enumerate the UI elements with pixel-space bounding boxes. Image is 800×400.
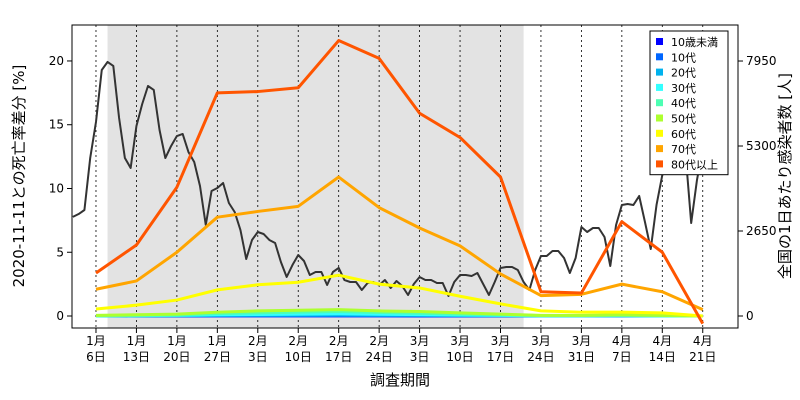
x-tick-label: 4月 7日 — [612, 334, 632, 364]
y2-tick-label: 5300 — [746, 139, 777, 153]
legend: 10歳未満 10代 20代 30代 40代 50代 60代 70代 80代以上 — [649, 30, 729, 176]
x-tick-label: 3月 24日 — [527, 334, 554, 364]
legend-swatch — [656, 145, 663, 153]
legend-swatch — [656, 68, 663, 76]
y-tick-label: 15 — [49, 118, 64, 132]
series-line — [95, 175, 704, 312]
x-tick-label: 2月 3日 — [248, 334, 268, 364]
x-tick-label: 3月 3日 — [410, 334, 430, 364]
x-tick-label: 1月 13日 — [123, 334, 150, 364]
legend-swatch — [656, 83, 663, 91]
y-tick-label: 20 — [49, 54, 64, 68]
x-tick-label: 1月 6日 — [86, 334, 106, 364]
y2-tick-label: 2650 — [746, 224, 777, 238]
y-axis-label: 2020-11-11との死亡率差分 [%] — [10, 65, 28, 288]
legend-label: 10代 — [671, 51, 696, 64]
legend-swatch — [656, 114, 663, 122]
legend-swatch — [656, 160, 663, 168]
legend-label: 20代 — [671, 67, 696, 80]
legend-swatch — [656, 53, 663, 61]
series-line — [95, 308, 703, 318]
series-line — [95, 273, 703, 318]
x-tick-label: 2月 17日 — [325, 334, 352, 364]
x-tick-label: 3月 10日 — [446, 334, 473, 364]
legend-swatch — [656, 129, 663, 137]
series-line — [95, 39, 705, 325]
legend-swatch — [656, 38, 663, 45]
x-axis-label: 調査期間 — [370, 371, 430, 389]
plot-frame — [71, 24, 739, 329]
legend-label: 80代以上 — [671, 158, 718, 171]
x-tick-label: 4月 21日 — [689, 334, 716, 364]
legend-label: 10歳未満 — [671, 36, 718, 49]
legend-swatch — [656, 99, 663, 107]
legend-label: 40代 — [671, 97, 696, 110]
x-tick-label: 1月 20日 — [163, 334, 190, 364]
y-tick-label: 5 — [56, 245, 64, 259]
legend-label: 30代 — [671, 82, 696, 95]
legend-label: 50代 — [671, 113, 696, 126]
x-tick-label: 4月 14日 — [649, 334, 676, 364]
legend-label: 70代 — [671, 143, 696, 156]
y2-axis-label: 全国の1日あたり感染者数 [人] — [776, 73, 794, 279]
y-tick-label: 0 — [56, 309, 64, 323]
y2-tick-label: 7950 — [746, 54, 777, 68]
x-tick-label: 3月 31日 — [568, 334, 595, 364]
x-tick-label: 2月 24日 — [365, 334, 392, 364]
y2-tick-label: 0 — [746, 309, 754, 323]
y-tick-label: 10 — [49, 181, 64, 195]
x-tick-label: 3月 17日 — [487, 334, 514, 364]
legend-label: 60代 — [671, 128, 696, 141]
x-tick-label: 2月 10日 — [285, 334, 312, 364]
shaded-range — [107, 25, 524, 328]
x-tick-label: 1月 27日 — [204, 334, 231, 364]
